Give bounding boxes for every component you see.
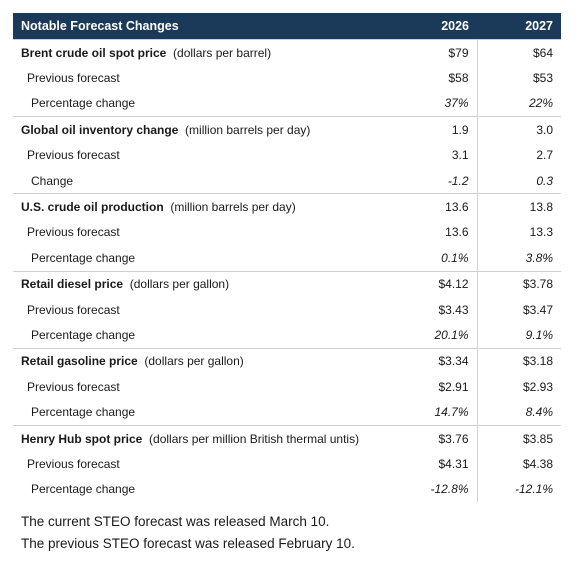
change-2026-value: 37% <box>393 90 478 117</box>
metric-label: Retail gasoline price (dollars per gallo… <box>13 347 393 375</box>
current-2027-value: $3.85 <box>477 424 561 452</box>
table-row-group-head: Brent crude oil spot price (dollars per … <box>13 39 561 66</box>
release-notes: The current STEO forecast was released M… <box>13 511 561 555</box>
previous-2027-value: $3.47 <box>522 302 553 317</box>
previous-2027-value: 13.3 <box>529 225 553 240</box>
metric-name: Global oil inventory change <box>21 122 179 137</box>
change-2027-value: -12.1% <box>514 482 553 497</box>
table-row-previous-forecast: Previous forecast $3.43 $3.47 <box>13 296 561 323</box>
previous-forecast-label: Previous forecast <box>27 302 120 317</box>
metric-unit: (million barrels per day) <box>170 200 296 215</box>
change-label: Percentage change <box>31 482 136 497</box>
table-row-change: Change -1.2 0.3 <box>13 167 561 194</box>
change-2026-value: 20.1% <box>393 322 478 349</box>
metric-name: Brent crude oil spot price <box>21 45 167 60</box>
previous-forecast-label: Previous forecast <box>27 456 120 471</box>
table-row-previous-forecast: Previous forecast $4.31 $4.38 <box>13 451 561 477</box>
table-row-previous-forecast: Previous forecast 13.6 13.3 <box>13 219 561 246</box>
current-2026-value: 13.6 <box>393 193 478 220</box>
metric-label: Henry Hub spot price (dollars per millio… <box>13 424 393 452</box>
table-row-group-head: Henry Hub spot price (dollars per millio… <box>13 424 561 452</box>
change-2027-value: 9.1% <box>525 327 553 342</box>
current-2027-value: 13.8 <box>477 193 561 220</box>
change-2026-value: 14.7% <box>393 399 478 426</box>
previous-forecast-label: Previous forecast <box>27 379 120 394</box>
previous-2026-value: 3.1 <box>393 142 478 168</box>
current-2026-value: $3.76 <box>393 424 478 452</box>
current-2026-value: $3.34 <box>393 347 478 375</box>
table-row-previous-forecast: Previous forecast $58 $53 <box>13 65 561 91</box>
table-row-group-head: Retail gasoline price (dollars per gallo… <box>13 347 561 375</box>
table-row-change: Percentage change 0.1% 3.8% <box>13 245 561 272</box>
previous-2026-value: $3.43 <box>393 296 478 323</box>
change-label: Change <box>31 173 74 188</box>
table-body: Brent crude oil spot price (dollars per … <box>13 39 561 503</box>
metric-unit: (dollars per barrel) <box>173 45 272 60</box>
change-label: Percentage change <box>31 96 136 111</box>
metric-label: Brent crude oil spot price (dollars per … <box>13 39 393 66</box>
metric-unit: (dollars per million British thermal unt… <box>149 431 360 446</box>
metric-label: Global oil inventory change (million bar… <box>13 116 393 143</box>
current-2027-value: $3.78 <box>477 270 561 297</box>
table-row-previous-forecast: Previous forecast $2.91 $2.93 <box>13 374 561 400</box>
previous-2026-value: 13.6 <box>393 219 478 246</box>
table-header-row: Notable Forecast Changes 2026 2027 <box>13 13 561 40</box>
previous-forecast-label: Previous forecast <box>27 225 120 240</box>
metric-name: Retail gasoline price <box>21 354 138 369</box>
table-row-group-head: U.S. crude oil production (million barre… <box>13 193 561 220</box>
change-2026-value: -1.2 <box>393 167 478 194</box>
current-2026-value: $4.12 <box>393 270 478 297</box>
current-2027-value: 3.0 <box>477 116 561 143</box>
metric-name: Retail diesel price <box>21 277 124 292</box>
table-row-change: Percentage change -12.8% -12.1% <box>13 476 561 503</box>
metric-unit: (dollars per gallon) <box>129 277 230 292</box>
current-2026-value: 1.9 <box>393 116 478 143</box>
previous-forecast-label: Previous forecast <box>27 71 120 86</box>
current-2027-value: $3.18 <box>477 347 561 375</box>
metric-label: Retail diesel price (dollars per gallon) <box>13 270 393 297</box>
metric-unit: (dollars per gallon) <box>144 354 244 369</box>
table-title: Notable Forecast Changes <box>13 13 393 40</box>
table-row-previous-forecast: Previous forecast 3.1 2.7 <box>13 142 561 168</box>
column-header-2027: 2027 <box>477 13 561 40</box>
previous-forecast-label: Previous forecast <box>27 148 120 163</box>
previous-2026-value: $2.91 <box>393 374 478 400</box>
change-label: Percentage change <box>31 405 136 420</box>
change-2026-value: 0.1% <box>393 245 478 272</box>
table-row-group-head: Global oil inventory change (million bar… <box>13 116 561 143</box>
previous-2027-value: $2.93 <box>522 379 553 394</box>
metric-label: U.S. crude oil production (million barre… <box>13 193 393 220</box>
table-row-change: Percentage change 14.7% 8.4% <box>13 399 561 426</box>
change-2027-value: 0.3 <box>536 173 553 188</box>
table-row-change: Percentage change 20.1% 9.1% <box>13 322 561 349</box>
change-2026-value: -12.8% <box>393 476 478 503</box>
metric-unit: (million barrels per day) <box>185 122 311 137</box>
column-header-2026: 2026 <box>393 13 477 40</box>
metric-name: Henry Hub spot price <box>21 431 143 446</box>
metric-name: U.S. crude oil production <box>21 200 164 215</box>
current-release-note: The current STEO forecast was released M… <box>21 514 330 530</box>
change-2027-value: 8.4% <box>525 405 553 420</box>
previous-2026-value: $58 <box>393 65 478 91</box>
previous-2027-value: $4.38 <box>522 456 553 471</box>
current-2027-value: $64 <box>477 39 561 66</box>
table-row-change: Percentage change 37% 22% <box>13 90 561 117</box>
change-label: Percentage change <box>31 327 136 342</box>
previous-2027-value: 2.7 <box>536 148 553 163</box>
previous-release-note: The previous STEO forecast was released … <box>21 536 355 552</box>
table-row-group-head: Retail diesel price (dollars per gallon)… <box>13 270 561 297</box>
notable-forecast-changes-table: Notable Forecast Changes 2026 2027 Brent… <box>13 13 561 503</box>
change-2027-value: 22% <box>528 96 553 111</box>
change-2027-value: 3.8% <box>525 250 553 265</box>
change-label: Percentage change <box>31 250 136 265</box>
previous-2026-value: $4.31 <box>393 451 478 477</box>
previous-2027-value: $53 <box>532 71 553 86</box>
forecast-table-container: Notable Forecast Changes 2026 2027 Brent… <box>13 13 561 555</box>
current-2026-value: $79 <box>393 39 478 66</box>
